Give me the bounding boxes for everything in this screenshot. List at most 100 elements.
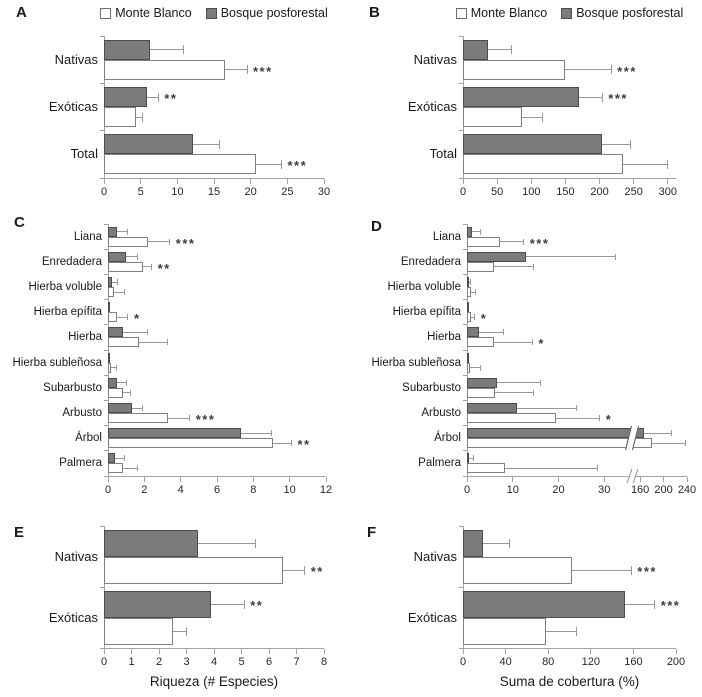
category-tick [100,130,104,132]
x-tick [599,179,601,184]
error-bar-cap [480,228,482,235]
x-tick [663,477,665,482]
legend-swatch-mb-icon [455,7,467,19]
x-tick-label: 10 [506,484,519,496]
x-tick-label: 240 [677,484,697,496]
error-bar [147,241,170,243]
bar-monte-blanco [463,59,566,80]
error-bar-cap [271,430,272,437]
error-bar [255,163,282,165]
error-bar-cap [130,389,132,396]
significance-stars: *** [617,63,637,79]
x-tick [496,179,498,184]
error-bar-cap [510,45,512,55]
category-label: Subarbusto [43,381,102,394]
bar-bosque-posforestal [108,377,118,388]
error-bar [565,69,612,71]
bar-monte-blanco [463,556,572,584]
bar-monte-blanco [463,154,623,175]
category-tick [463,374,467,376]
y-axis-line [467,224,468,477]
x-tick-label: 12 [319,484,333,496]
error-bar-cap [670,430,672,437]
category-label: Hierba [68,331,102,344]
bar-bosque-posforestal [467,302,469,313]
error-bar [117,382,127,384]
error-bar-cap [480,364,482,371]
x-tick-label: 20 [552,484,565,496]
bar-bosque-posforestal [108,251,127,262]
error-bar-cap [601,92,603,102]
error-bar-cap [189,415,191,421]
category-tick [104,475,108,477]
panel-F: F 0 40 80 120 160 200 *** Nativas *** Exóticas Suma… [351,520,702,697]
x-tick-label: 2 [141,484,148,496]
x-tick-label: 15 [207,186,221,198]
error-bar [225,69,247,71]
category-tick [459,647,463,649]
category-tick [463,399,467,401]
error-bar-cap [539,379,541,386]
significance-stars: ** [164,91,178,106]
bar-bosque-posforestal [467,377,497,388]
bar-monte-blanco [467,413,557,423]
category-label: Hierba epífita [392,306,461,319]
significance-stars: ** [250,598,264,613]
error-bar-cap [596,465,598,472]
plot-area: 0 40 80 120 160 200 *** Nativas *** Exóticas Suma … [408,525,685,689]
category-label: Subarbusto [402,381,461,394]
legend-label: Monte Blanco [115,6,192,20]
error-bar [579,96,603,98]
error-bar [546,630,577,632]
error-bar-cap [474,314,476,321]
x-tick [325,477,327,482]
category-tick [459,35,463,37]
category-tick [463,425,467,427]
x-tick-label: 0 [100,186,108,198]
error-bar-cap [654,599,656,609]
significance-stars: * [480,311,488,327]
error-bar-cap [254,538,256,548]
x-tick-label: 300 [658,186,677,198]
x-tick-label: 0 [459,656,467,668]
bar-monte-blanco [104,617,173,645]
category-tick [104,374,108,376]
x-tick-label: 10 [283,484,296,496]
error-bar-cap [125,379,127,386]
x-tick-label: 5 [238,656,245,668]
error-bar [556,417,600,419]
significance-stars: ** [297,437,311,453]
x-tick-label: 1 [128,656,135,668]
bar-monte-blanco [108,287,115,297]
legend-swatch-mb-icon [100,7,112,19]
bar-monte-blanco [104,556,283,584]
error-bar [644,432,672,434]
category-tick [100,82,104,84]
panel-E: E 0 1 2 3 4 5 6 7 8 ** Nativas ** Exóticas Riqueza (# … [0,520,351,697]
category-tick [104,248,108,250]
bar-monte-blanco [108,236,148,247]
x-axis-line [463,648,676,649]
bar-monte-blanco [467,463,505,474]
bar-monte-blanco [108,463,123,474]
panel-letter: D [371,218,382,235]
plot-area: 0 5 10 15 20 25 30 *** Nativas ** Exóticas *** Total [49,35,330,198]
x-axis-line [104,178,324,179]
x-tick-label: 6 [265,656,273,668]
category-tick [104,273,108,275]
category-tick [104,450,108,452]
bar-bosque-posforestal [108,453,116,464]
error-bar-cap [136,465,138,472]
legend-label: Bosque posforestal [576,6,684,20]
error-bar-cap [532,263,534,270]
x-tick-label: 30 [598,484,611,496]
bar-bosque-posforestal [463,134,603,155]
bar-monte-blanco [108,337,139,348]
error-bar [494,392,534,394]
error-bar-cap [280,159,282,169]
x-tick-label: 0 [100,656,108,668]
error-bar-cap [243,599,245,609]
bar-bosque-posforestal [467,403,518,413]
legend-label: Bosque posforestal [220,6,328,20]
significance-stars: ** [157,260,171,276]
